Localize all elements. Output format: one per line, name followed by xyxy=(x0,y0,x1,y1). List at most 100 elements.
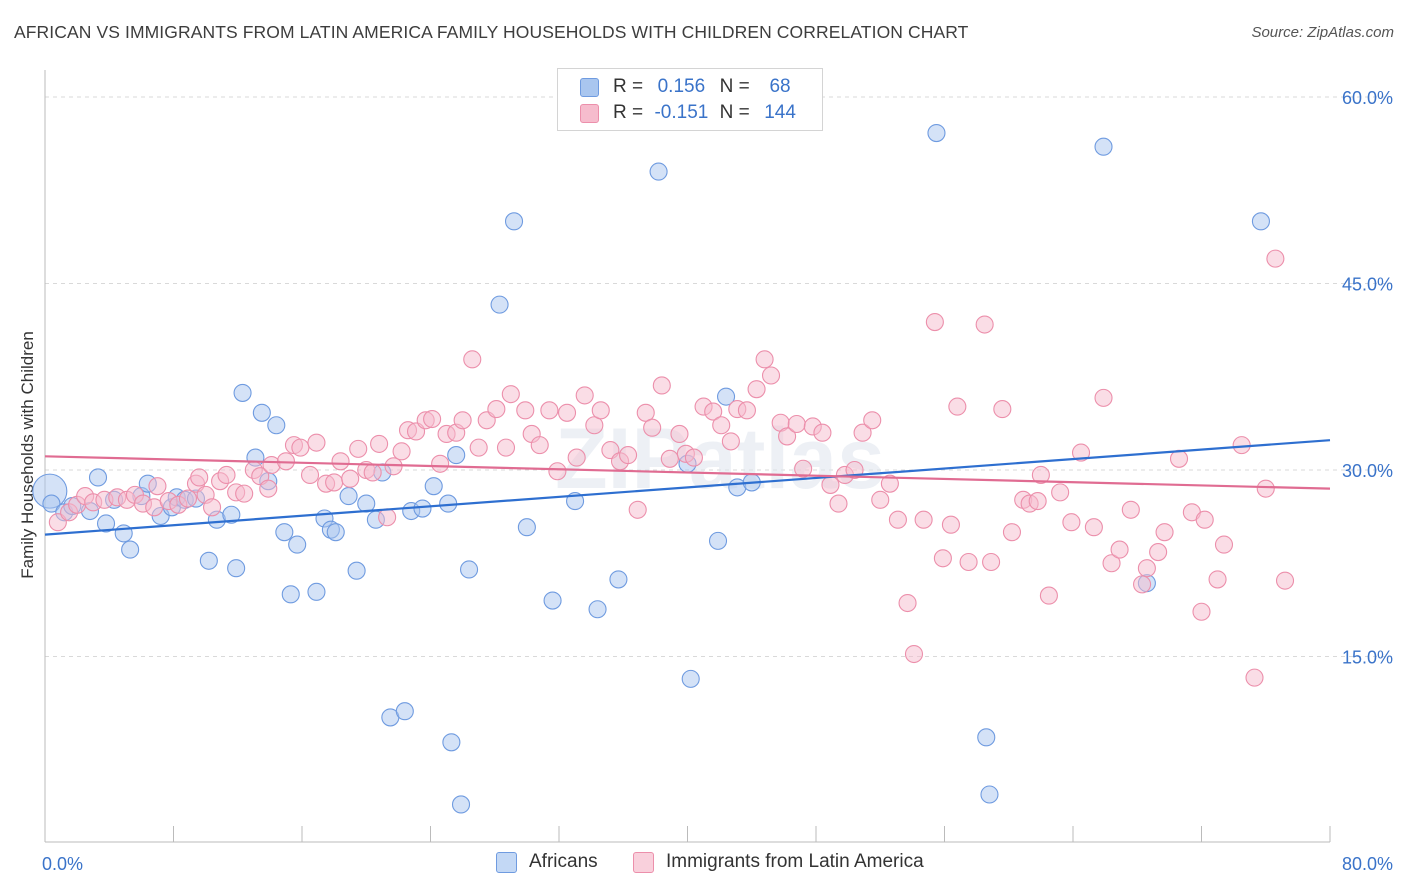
data-point xyxy=(1062,513,1081,532)
data-point xyxy=(898,593,917,613)
data-point xyxy=(619,446,638,465)
legend-r-label: R = xyxy=(613,102,644,123)
legend-label-latin-america: Immigrants from Latin America xyxy=(666,851,924,872)
data-point xyxy=(222,505,241,524)
y-tick-label: 45.0% xyxy=(1342,275,1393,295)
legend-n-value: 68 xyxy=(769,76,791,97)
data-point xyxy=(1084,518,1103,537)
data-point xyxy=(853,423,872,442)
data-point xyxy=(1002,523,1022,542)
axes xyxy=(44,70,1331,843)
data-point xyxy=(413,499,432,518)
data-point xyxy=(977,728,996,747)
legend-r-value: -0.151 xyxy=(654,102,709,123)
data-point xyxy=(660,449,679,468)
data-point xyxy=(281,585,300,604)
data-point xyxy=(1071,443,1091,462)
legend-swatch-latin-america xyxy=(580,103,599,123)
legend-n-label: N = xyxy=(719,76,750,97)
data-point xyxy=(591,401,610,420)
data-point xyxy=(948,397,967,416)
data-point xyxy=(1208,570,1227,589)
x-tick-label: 80.0% xyxy=(1342,854,1393,874)
data-point xyxy=(1137,559,1156,578)
data-point xyxy=(787,414,806,434)
data-point xyxy=(516,401,535,420)
legend-n-value: 144 xyxy=(764,102,796,123)
trend-lines xyxy=(44,439,1331,536)
legend-item-africans[interactable]: Africans xyxy=(496,851,598,873)
data-point xyxy=(1251,212,1270,231)
data-point xyxy=(463,350,482,369)
data-point xyxy=(530,436,549,455)
data-point xyxy=(431,454,450,473)
data-point xyxy=(1266,249,1285,268)
legend-row-africans: R = 0.156 N = 68 xyxy=(580,74,805,100)
data-point xyxy=(424,477,443,496)
data-point xyxy=(469,438,488,457)
data-point xyxy=(821,475,840,494)
data-point xyxy=(778,427,797,446)
data-point xyxy=(540,401,559,420)
data-point xyxy=(178,489,198,508)
data-point xyxy=(684,448,703,467)
legend-label-africans: Africans xyxy=(529,851,598,872)
data-point xyxy=(1102,554,1121,573)
data-point xyxy=(88,468,108,487)
data-point xyxy=(649,162,668,181)
series-latin-america xyxy=(48,249,1295,687)
legend-swatch-latin-america xyxy=(633,851,654,873)
data-point xyxy=(747,380,766,399)
data-point xyxy=(982,552,1001,572)
y-tick-label: 60.0% xyxy=(1342,88,1393,108)
data-point xyxy=(259,479,278,498)
data-point xyxy=(349,439,368,458)
data-point xyxy=(451,795,471,814)
data-point xyxy=(880,474,899,493)
legend-item-latin-america[interactable]: Immigrants from Latin America xyxy=(633,851,924,873)
data-point xyxy=(370,434,389,453)
legend-swatch-africans xyxy=(496,851,517,873)
data-point xyxy=(453,411,472,430)
data-point xyxy=(1121,500,1140,519)
data-point xyxy=(712,416,731,435)
data-point xyxy=(490,295,509,314)
data-point xyxy=(708,531,728,550)
data-point xyxy=(42,494,61,513)
data-point xyxy=(199,551,218,570)
data-point xyxy=(933,549,952,568)
data-point xyxy=(307,433,326,452)
data-point xyxy=(543,591,562,610)
data-point xyxy=(423,409,442,429)
data-point xyxy=(517,518,536,537)
data-point xyxy=(121,540,140,559)
y-tick-label: 30.0% xyxy=(1342,461,1393,481)
data-point xyxy=(670,424,689,443)
data-point xyxy=(300,465,320,485)
legend-r-value: 0.156 xyxy=(657,76,706,97)
data-point xyxy=(392,442,411,461)
data-point xyxy=(925,312,944,332)
data-point xyxy=(927,124,946,143)
data-point xyxy=(643,418,662,437)
data-point xyxy=(1214,535,1234,554)
data-point xyxy=(980,785,999,804)
data-point xyxy=(585,416,604,435)
data-point xyxy=(704,402,723,421)
data-point xyxy=(1110,540,1129,559)
data-point xyxy=(588,600,607,619)
data-point xyxy=(1133,575,1152,594)
trend-line xyxy=(44,439,1331,536)
data-point xyxy=(721,432,740,451)
data-point xyxy=(871,490,890,509)
data-point xyxy=(148,477,167,496)
data-point xyxy=(1094,388,1113,407)
data-point xyxy=(1192,602,1211,621)
data-point xyxy=(1155,523,1174,542)
data-point xyxy=(575,386,594,405)
data-point xyxy=(794,459,813,478)
data-point xyxy=(363,463,382,482)
data-point xyxy=(737,401,756,420)
data-point xyxy=(652,376,671,395)
